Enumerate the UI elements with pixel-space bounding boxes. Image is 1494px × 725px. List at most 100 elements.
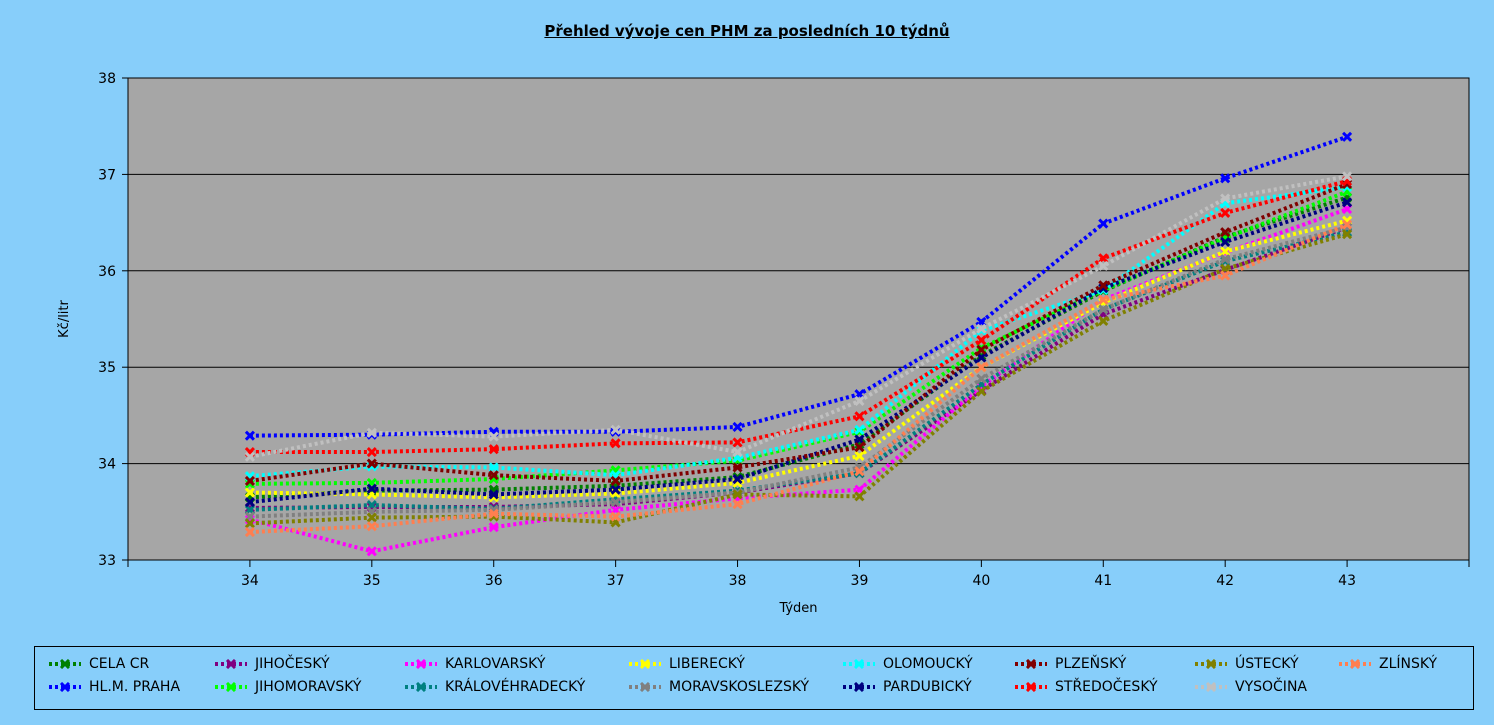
legend-swatch (49, 682, 81, 692)
data-point (366, 446, 377, 458)
y-tick-label: 33 (98, 553, 116, 569)
data-point (244, 487, 255, 498)
data-point (366, 512, 377, 523)
data-point (976, 352, 987, 363)
legend-item: ÚSTECKÝ (1195, 656, 1299, 672)
line-chart: 33 34 35 36 37 38 34 35 36 37 38 39 40 41 42 43 Týden Kč/… (57, 71, 1470, 616)
chart-legend: CELA CR HL.M. PRAHA JIHOČESKÝ JIHOMORAVSKÝ K… (34, 646, 1474, 710)
data-point (1342, 178, 1353, 190)
series-zl-nsk- (244, 219, 1353, 538)
legend-item: LIBERECKÝ (629, 656, 745, 672)
chart-title: Přehled vývoje cen PHM za posledních 10 … (544, 22, 950, 40)
data-point (976, 362, 987, 373)
data-point (854, 491, 865, 502)
data-point (1342, 229, 1353, 240)
legend-label: ZLÍNSKÝ (1379, 656, 1438, 672)
legend-label: HL.M. PRAHA (89, 679, 181, 695)
data-point (1098, 294, 1109, 305)
x-tick-label: 39 (851, 573, 869, 589)
data-point (732, 421, 743, 433)
legend-item: KRÁLOVÉHRADECKÝ (405, 679, 585, 695)
x-tick-label: 35 (363, 573, 381, 589)
x-tick-label: 43 (1338, 573, 1356, 589)
data-point (610, 438, 621, 449)
series-pardubick- (244, 197, 1353, 508)
data-point (854, 450, 865, 461)
data-point (1220, 236, 1231, 247)
legend-label: STŘEDOČESKÝ (1055, 679, 1158, 695)
legend-item: HL.M. PRAHA (49, 679, 180, 695)
y-tick-label: 34 (98, 457, 116, 473)
legend-swatch (843, 682, 875, 692)
data-point (732, 499, 743, 510)
legend-label: ÚSTECKÝ (1235, 656, 1299, 672)
data-point (976, 386, 987, 397)
x-axis-label: Týden (778, 601, 817, 616)
x-tick-label: 40 (972, 573, 990, 589)
legend-swatch (215, 682, 247, 692)
data-point (976, 344, 987, 355)
data-point (854, 395, 865, 407)
legend-label: PLZEŇSKÝ (1055, 656, 1127, 672)
legend-label: JIHOČESKÝ (255, 656, 330, 672)
x-tick-label: 37 (607, 573, 625, 589)
series-line (249, 230, 1348, 512)
data-point (1098, 260, 1109, 272)
legend-swatch (405, 659, 437, 669)
legend-label: VYSOČINA (1235, 679, 1307, 695)
data-point (610, 424, 621, 435)
data-point (1220, 270, 1231, 281)
legend-swatch (405, 682, 437, 692)
legend-item: JIHOČESKÝ (215, 656, 330, 672)
data-point (488, 508, 499, 519)
legend-item: PARDUBICKÝ (843, 679, 972, 695)
legend-item: PLZEŇSKÝ (1015, 656, 1126, 672)
data-point (244, 518, 255, 529)
legend-item: CELA CR (49, 656, 149, 672)
legend-label: JIHOMORAVSKÝ (255, 679, 362, 695)
data-point (488, 522, 499, 533)
data-point (488, 462, 499, 473)
x-tick-label: 41 (1094, 573, 1112, 589)
legend-label: PARDUBICKÝ (883, 679, 972, 695)
y-tick-label: 37 (98, 167, 116, 183)
data-point (1098, 253, 1109, 264)
y-tick-label: 35 (98, 360, 116, 376)
data-point (1220, 173, 1231, 184)
data-point (1342, 171, 1353, 182)
data-point (854, 442, 865, 453)
data-point (366, 521, 377, 532)
series-line (249, 222, 1348, 535)
series-line (249, 189, 1348, 486)
series-line (249, 218, 1348, 500)
series-plze-sk- (244, 178, 1353, 487)
data-point (610, 497, 621, 508)
data-point (854, 424, 865, 435)
data-point (976, 335, 987, 346)
data-point (488, 431, 499, 442)
data-point (488, 470, 499, 481)
series-line (249, 182, 1348, 483)
series-vyso-ina (244, 171, 1353, 462)
data-point (1220, 246, 1231, 257)
data-point (1098, 304, 1109, 315)
legend-swatch (1195, 682, 1227, 692)
legend-label: LIBERECKÝ (669, 656, 745, 672)
data-point (366, 483, 377, 494)
data-point (244, 526, 255, 538)
legend-label: MORAVSKOSLEZSKÝ (669, 679, 810, 695)
data-point (244, 430, 255, 441)
data-point (1342, 197, 1353, 208)
series-line (249, 232, 1348, 526)
legend-swatch (629, 659, 661, 669)
legend-item: MORAVSKOSLEZSKÝ (629, 679, 809, 695)
legend-swatch (49, 659, 81, 669)
legend-item: KARLOVARSKÝ (405, 656, 545, 672)
legend-item: JIHOMORAVSKÝ (215, 679, 361, 695)
data-point (732, 473, 743, 485)
data-point (1342, 219, 1353, 230)
series-line (249, 174, 1348, 459)
data-point (1342, 131, 1353, 142)
data-point (1098, 283, 1109, 294)
data-point (610, 511, 621, 522)
